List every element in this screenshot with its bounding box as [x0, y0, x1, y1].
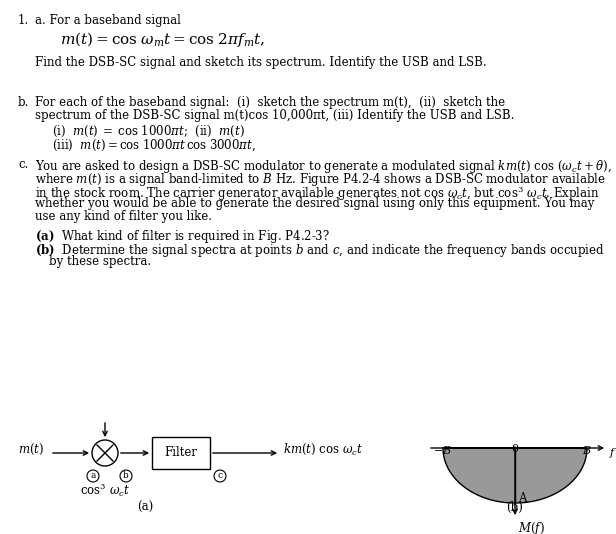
Text: $\mathbf{(b)}$  Determine the signal spectra at points $b$ and $c$, and indicate: $\mathbf{(b)}$ Determine the signal spec…: [35, 242, 604, 259]
Text: a: a: [91, 472, 95, 481]
Text: whether you would be able to generate the desired signal using only this equipme: whether you would be able to generate th…: [35, 197, 594, 210]
Text: c: c: [217, 472, 222, 481]
Text: $m(t) = \mathrm{cos}\;\omega_m t = \mathrm{cos}\;2\pi f_m t,$: $m(t) = \mathrm{cos}\;\omega_m t = \math…: [60, 30, 265, 49]
Text: b: b: [123, 472, 129, 481]
Text: by these spectra.: by these spectra.: [49, 255, 151, 268]
Text: b.: b.: [18, 96, 30, 109]
Text: use any kind of filter you like.: use any kind of filter you like.: [35, 210, 212, 223]
Bar: [152, 437, 210, 469]
Text: Filter: Filter: [164, 446, 198, 459]
Text: (iii)  $m(t) = \mathrm{cos}\;1000\pi t\,\mathrm{cos}\;3000\pi t,$: (iii) $m(t) = \mathrm{cos}\;1000\pi t\,\…: [52, 138, 256, 153]
Text: (b): (b): [506, 501, 524, 514]
Text: $M(f)$: $M(f)$: [518, 520, 545, 534]
Text: in the stock room. The carrier generator available generates not cos $\omega_c t: in the stock room. The carrier generator…: [35, 184, 600, 203]
Text: $f$: $f$: [609, 446, 616, 460]
Text: A: A: [518, 492, 527, 505]
Text: $m(t)$: $m(t)$: [18, 442, 44, 457]
Circle shape: [87, 470, 99, 482]
Text: a. For a baseband signal: a. For a baseband signal: [35, 14, 181, 27]
Text: c.: c.: [18, 158, 28, 171]
Text: (i)  $m(t)\;=\;\mathrm{cos}\;1000\pi t$;  (ii)  $m(t)$: (i) $m(t)\;=\;\mathrm{cos}\;1000\pi t$; …: [52, 124, 245, 139]
Text: where $m(t)$ is a signal band-limited to $B$ Hz. Figure P4.2-4 shows a DSB-SC mo: where $m(t)$ is a signal band-limited to…: [35, 171, 606, 188]
Text: 1.: 1.: [18, 14, 29, 27]
Text: $km(t)$ cos $\omega_c t$: $km(t)$ cos $\omega_c t$: [283, 442, 363, 457]
Text: spectrum of the DSB-SC signal m(t)cos 10,000πt, (iii) Identify the USB and LSB.: spectrum of the DSB-SC signal m(t)cos 10…: [35, 109, 514, 122]
Text: For each of the baseband signal:  (i)  sketch the spectrum m(t),  (ii)  sketch t: For each of the baseband signal: (i) ske…: [35, 96, 505, 109]
Text: $-B$: $-B$: [434, 444, 453, 456]
Text: cos$^3$ $\omega_c t$: cos$^3$ $\omega_c t$: [80, 481, 130, 499]
Circle shape: [214, 470, 226, 482]
Text: 0: 0: [511, 444, 519, 454]
Polygon shape: [443, 448, 587, 503]
Text: Find the DSB-SC signal and sketch its spectrum. Identify the USB and LSB.: Find the DSB-SC signal and sketch its sp…: [35, 56, 487, 69]
Text: You are asked to design a DSB-SC modulator to generate a modulated signal $km(t): You are asked to design a DSB-SC modulat…: [35, 158, 612, 175]
Text: $\mathbf{(a)}$  What kind of filter is required in Fig. P4.2-3?: $\mathbf{(a)}$ What kind of filter is re…: [35, 228, 330, 245]
Circle shape: [120, 470, 132, 482]
Text: $B$: $B$: [582, 444, 592, 456]
Circle shape: [92, 440, 118, 466]
Text: (a): (a): [137, 501, 153, 514]
